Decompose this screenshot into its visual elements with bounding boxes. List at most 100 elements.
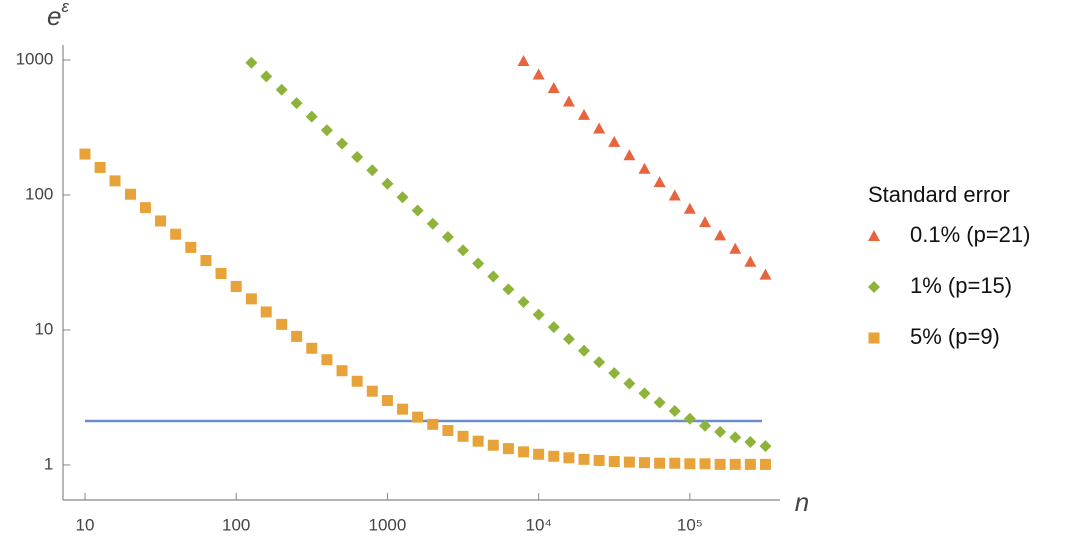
y-axis-label: eε [47, 0, 69, 31]
point [608, 456, 620, 468]
point [608, 367, 621, 380]
point [653, 176, 666, 188]
point [321, 354, 333, 366]
y-tick-label: 10 [34, 319, 53, 338]
point [547, 321, 560, 334]
point [124, 188, 136, 200]
point [457, 244, 470, 257]
point [518, 446, 530, 458]
point [638, 162, 651, 174]
y-tick-label: 1000 [16, 49, 54, 68]
point [653, 396, 666, 409]
point [336, 137, 349, 150]
point [578, 108, 591, 120]
y-tick-label: 100 [25, 184, 53, 203]
point [532, 308, 545, 321]
point [472, 257, 485, 270]
point [729, 458, 741, 470]
point [714, 425, 727, 438]
point [654, 457, 666, 469]
point [276, 318, 288, 330]
legend-marker [868, 230, 880, 241]
point [351, 375, 363, 387]
point [275, 83, 288, 96]
point [487, 439, 499, 451]
point [155, 215, 167, 227]
point [729, 242, 742, 254]
point [320, 124, 333, 137]
point [623, 456, 635, 468]
point [412, 411, 424, 423]
x-tick-label: 1000 [369, 515, 407, 534]
point [547, 82, 560, 94]
point [396, 191, 409, 204]
point [759, 458, 771, 470]
point [593, 454, 605, 466]
point [426, 217, 439, 230]
legend-label: 1% (p=15) [910, 273, 1012, 298]
point [562, 95, 575, 107]
point [366, 385, 378, 397]
point [533, 448, 545, 460]
point [744, 255, 757, 267]
point [427, 418, 439, 430]
point [623, 377, 636, 390]
point [668, 405, 681, 418]
point [683, 412, 696, 425]
point [487, 270, 500, 283]
point [381, 177, 394, 190]
point [532, 68, 545, 80]
point [608, 135, 621, 147]
point [638, 387, 651, 400]
point [366, 164, 379, 177]
legend-title: Standard error [868, 182, 1010, 207]
point [457, 430, 469, 442]
point [502, 283, 515, 296]
point [714, 458, 726, 470]
y-tick-label: 1 [44, 454, 53, 473]
x-tick-label: 10⁵ [677, 515, 703, 534]
point [759, 268, 772, 280]
point [669, 457, 681, 469]
point [729, 431, 742, 444]
point [381, 395, 393, 407]
point [215, 268, 227, 280]
point [714, 229, 727, 241]
point [442, 424, 454, 436]
legend-marker [868, 332, 880, 344]
point [698, 419, 711, 432]
legend-label: 0.1% (p=21) [910, 222, 1030, 247]
point [593, 356, 606, 369]
point [245, 293, 257, 305]
point [397, 403, 409, 415]
point [139, 202, 151, 214]
point [744, 435, 757, 448]
point [472, 435, 484, 447]
point [548, 450, 560, 462]
point [683, 202, 696, 214]
x-axis-label: n [795, 487, 809, 517]
point [291, 330, 303, 342]
x-tick-label: 10⁴ [526, 515, 552, 534]
point [517, 55, 530, 67]
point [517, 296, 530, 309]
point [260, 306, 272, 318]
point [200, 255, 212, 267]
legend-marker [868, 281, 880, 293]
point [563, 452, 575, 464]
point [351, 151, 364, 164]
x-tick-label: 100 [222, 515, 250, 534]
point [411, 204, 424, 217]
point [698, 216, 711, 228]
point [260, 70, 273, 83]
point [441, 231, 454, 244]
point [109, 175, 121, 187]
x-tick-label: 10 [76, 515, 95, 534]
point [245, 56, 258, 69]
point [290, 97, 303, 110]
point [684, 458, 696, 470]
point [170, 228, 182, 240]
point [639, 457, 651, 469]
point [502, 443, 514, 455]
